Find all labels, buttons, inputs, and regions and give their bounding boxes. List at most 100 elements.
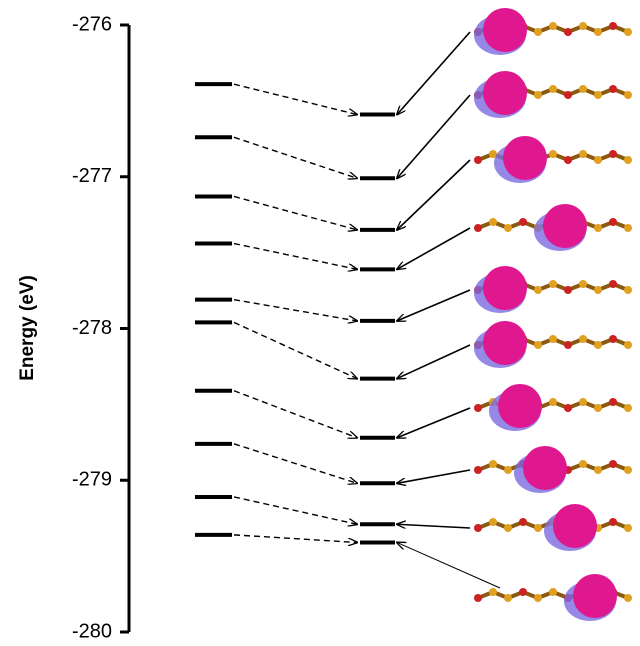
atom: [594, 28, 602, 36]
atom: [609, 335, 617, 343]
atom: [534, 594, 542, 602]
y-tick-label: -280: [72, 620, 112, 642]
atom: [549, 150, 557, 158]
atom: [564, 404, 572, 412]
solid-arrow: [397, 470, 470, 483]
orbital-image: [474, 8, 632, 55]
orbital-image: [474, 504, 632, 551]
atom: [564, 286, 572, 294]
atom: [594, 91, 602, 99]
atom: [474, 466, 482, 474]
dashed-arrow: [234, 244, 357, 270]
orbital-image: [474, 384, 632, 431]
solid-arrow: [397, 408, 470, 438]
atom: [624, 466, 632, 474]
atom: [549, 335, 557, 343]
orbital-image: [474, 136, 632, 183]
atom: [564, 91, 572, 99]
solid-arrow: [397, 345, 470, 379]
atom: [624, 594, 632, 602]
atom: [624, 404, 632, 412]
solid-arrow: [397, 542, 500, 588]
orbital-lobe-pink: [553, 504, 597, 548]
orbital-image: [474, 321, 632, 368]
atom: [609, 150, 617, 158]
atom: [489, 588, 497, 596]
orbital-image: [474, 574, 632, 621]
y-axis-label: Energy (eV): [17, 275, 38, 381]
solid-arrow: [397, 290, 470, 321]
atom: [474, 594, 482, 602]
atom: [579, 22, 587, 30]
orbital-lobe-pink: [483, 71, 527, 115]
atom: [579, 335, 587, 343]
solid-arrow: [397, 228, 470, 269]
atom: [609, 518, 617, 526]
atom: [624, 91, 632, 99]
atom: [474, 156, 482, 164]
atom: [594, 286, 602, 294]
atom: [519, 218, 527, 226]
atom: [564, 156, 572, 164]
atom: [519, 588, 527, 596]
atom: [594, 466, 602, 474]
atom: [624, 524, 632, 532]
atom: [534, 28, 542, 36]
dashed-arrow: [234, 137, 357, 178]
atom: [624, 224, 632, 232]
orbital-lobe-pink: [523, 446, 567, 490]
atom: [549, 85, 557, 93]
atom: [534, 91, 542, 99]
orbital-lobe-pink: [498, 384, 542, 428]
dashed-arrow: [234, 535, 357, 543]
y-tick-label: -279: [72, 469, 112, 491]
atom: [579, 398, 587, 406]
solid-arrow: [397, 32, 470, 115]
y-tick-label: -277: [72, 165, 112, 187]
atom: [564, 341, 572, 349]
atom: [609, 218, 617, 226]
atom: [534, 286, 542, 294]
atom: [579, 150, 587, 158]
atom: [579, 460, 587, 468]
dashed-arrow: [234, 300, 357, 321]
atom: [609, 398, 617, 406]
atom: [624, 341, 632, 349]
atom: [534, 524, 542, 532]
atom: [534, 341, 542, 349]
y-tick-label: -278: [72, 317, 112, 339]
atom: [624, 156, 632, 164]
orbital-image: [474, 446, 632, 493]
atom: [594, 404, 602, 412]
dashed-arrow: [234, 444, 357, 483]
atom: [549, 280, 557, 288]
atom: [624, 28, 632, 36]
atom: [474, 224, 482, 232]
atom: [489, 460, 497, 468]
atom: [504, 224, 512, 232]
atom: [609, 280, 617, 288]
atom: [594, 156, 602, 164]
orbital-image: [474, 71, 632, 118]
atom: [489, 218, 497, 226]
solid-arrow: [397, 160, 470, 230]
atom: [609, 85, 617, 93]
dashed-arrow: [234, 196, 357, 229]
dashed-arrow: [234, 391, 357, 438]
atom: [579, 280, 587, 288]
atom: [579, 85, 587, 93]
atom: [609, 460, 617, 468]
dashed-arrow: [234, 84, 357, 114]
atom: [594, 341, 602, 349]
orbital-lobe-pink: [543, 204, 587, 248]
orbital-lobe-pink: [573, 574, 617, 618]
atom: [624, 286, 632, 294]
atom: [489, 518, 497, 526]
atom: [504, 524, 512, 532]
orbital-lobe-pink: [503, 136, 547, 180]
orbital-lobe-pink: [483, 8, 527, 52]
atom: [474, 524, 482, 532]
orbital-lobe-pink: [483, 266, 527, 310]
atom: [549, 588, 557, 596]
atom: [594, 224, 602, 232]
